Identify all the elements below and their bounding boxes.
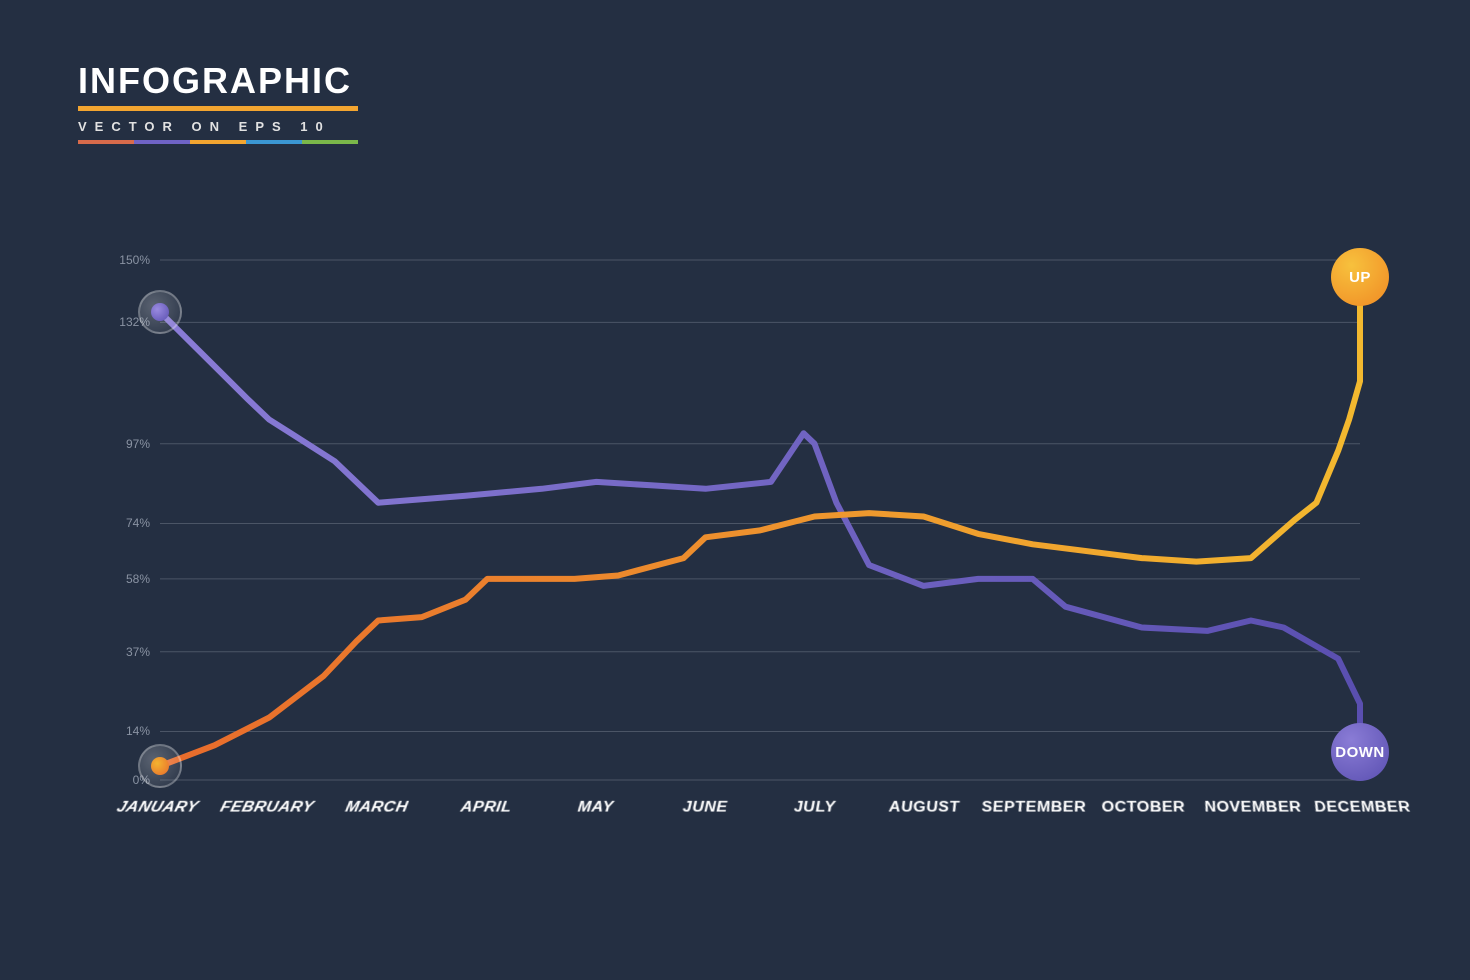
start-marker-down — [138, 290, 182, 334]
chart-svg — [160, 260, 1360, 780]
legend-color-swatch — [246, 140, 302, 144]
page-subtitle: VECTOR ON EPS 10 — [78, 119, 358, 134]
series-line-up — [160, 277, 1360, 766]
line-chart: 0%14%37%58%74%97%132%150% — [100, 260, 1360, 780]
x-tick-label: DECEMBER — [1312, 800, 1413, 816]
y-tick-label: 97% — [126, 437, 150, 451]
y-tick-label: 74% — [126, 516, 150, 530]
y-tick-label: 14% — [126, 724, 150, 738]
page-title: INFOGRAPHIC — [78, 60, 358, 102]
legend-color-swatch — [302, 140, 358, 144]
x-tick-label: JULY — [794, 800, 836, 816]
x-tick-label: NOVEMBER — [1203, 800, 1304, 816]
end-badge-down: DOWN — [1331, 723, 1389, 781]
x-tick-label: APRIL — [459, 800, 512, 816]
legend-color-swatch — [78, 140, 134, 144]
x-tick-label: AUGUST — [888, 800, 960, 816]
header-block: INFOGRAPHIC VECTOR ON EPS 10 — [78, 60, 358, 144]
x-tick-label: MARCH — [344, 800, 410, 816]
chart-series — [160, 277, 1360, 766]
y-tick-label: 37% — [126, 645, 150, 659]
y-axis-labels: 0%14%37%58%74%97%132%150% — [100, 260, 150, 780]
gridlines — [160, 260, 1360, 780]
x-tick-label: OCTOBER — [1100, 800, 1187, 816]
x-tick-label: JUNE — [682, 800, 727, 816]
end-badge-up: UP — [1331, 248, 1389, 306]
start-marker-up — [138, 744, 182, 788]
legend-color-swatch — [190, 140, 246, 144]
x-tick-label: FEBRUARY — [218, 800, 315, 816]
x-tick-label: MAY — [577, 800, 614, 816]
color-legend-bar — [78, 140, 358, 144]
legend-color-swatch — [134, 140, 190, 144]
x-tick-label: SEPTEMBER — [981, 800, 1088, 816]
chart-plot-area — [160, 260, 1360, 780]
x-tick-label: JANUARY — [114, 800, 200, 816]
x-axis-labels: JANUARYFEBRUARYMARCHAPRILMAYJUNEJULYAUGU… — [143, 800, 1378, 855]
y-tick-label: 150% — [119, 253, 150, 267]
y-tick-label: 58% — [126, 572, 150, 586]
title-underline — [78, 106, 358, 111]
